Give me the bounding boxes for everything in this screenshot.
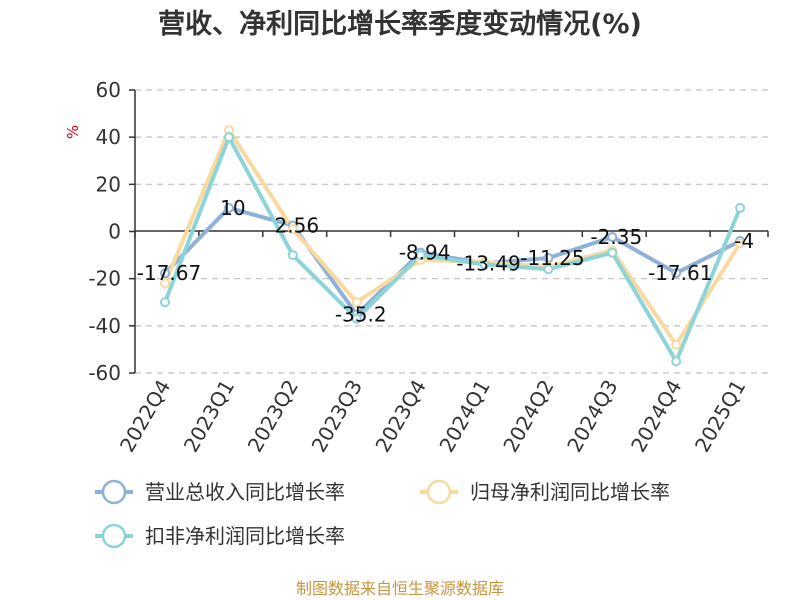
x-tick-label: 2025Q1 <box>690 376 750 457</box>
data-label: -35.2 <box>335 303 387 327</box>
legend-label-0: 营业总收入同比增长率 <box>145 480 345 504</box>
series-point-2 <box>160 297 170 308</box>
series-point-0 <box>160 268 170 279</box>
x-tick-label: 2024Q3 <box>562 376 622 457</box>
series-point-0 <box>607 232 618 243</box>
x-tick-label: 2023Q2 <box>243 376 303 457</box>
x-tick-label: 2022Q4 <box>115 376 175 457</box>
y-tick-label: -40 <box>88 314 121 338</box>
y-tick-label: -20 <box>88 267 121 291</box>
legend-marker-2 <box>101 523 127 549</box>
legend-marker-0 <box>101 479 127 505</box>
y-tick-label: 0 <box>108 220 121 244</box>
legend-marker-1 <box>426 479 452 505</box>
series-point-0 <box>223 202 234 213</box>
series-layer <box>160 125 746 367</box>
series-line-1 <box>163 128 743 347</box>
series-point-1 <box>671 339 682 350</box>
legend-label-1: 归母净利润同比增长率 <box>470 480 670 504</box>
series-point-2 <box>223 132 234 143</box>
series-line-2 <box>163 135 743 364</box>
x-tick-label: 2023Q3 <box>307 376 367 457</box>
x-tick-label: 2024Q2 <box>498 376 558 457</box>
series-point-2 <box>671 356 682 367</box>
y-tick-label: 40 <box>96 125 121 149</box>
data-label: -17.61 <box>648 261 712 285</box>
series-point-2 <box>351 313 362 324</box>
series-point-2 <box>543 264 554 275</box>
x-tick-label: 2023Q4 <box>370 376 430 457</box>
series-point-1 <box>287 224 298 235</box>
source-note: 制图数据来自恒生聚源数据库 <box>296 579 504 598</box>
data-label: -4 <box>734 229 754 253</box>
y-tick-label: 60 <box>96 78 121 102</box>
series-point-1 <box>735 238 746 249</box>
y-tick-label: 20 <box>96 172 121 196</box>
data-label: -17.67 <box>137 261 201 285</box>
data-label: 10 <box>220 196 245 220</box>
x-tick-label: 2023Q1 <box>179 376 239 457</box>
series-point-2 <box>479 259 490 270</box>
y-axis-unit: % <box>64 125 82 139</box>
data-label: -11.25 <box>520 246 584 270</box>
series-point-2 <box>287 250 298 261</box>
y-tick-label: -60 <box>88 361 121 385</box>
x-tick-label: 2024Q4 <box>626 376 686 457</box>
chart-title: 营收、净利同比增长率季度变动情况(%) <box>158 8 642 40</box>
series-point-1 <box>351 297 362 308</box>
series-point-2 <box>415 250 426 261</box>
series-point-2 <box>607 247 618 258</box>
data-label: -2.35 <box>590 225 642 249</box>
data-label: -8.94 <box>399 241 451 265</box>
data-label: 2.56 <box>275 213 320 237</box>
legend-label-2: 扣非净利润同比增长率 <box>145 524 345 548</box>
series-point-0 <box>671 268 682 279</box>
series-point-1 <box>160 278 170 289</box>
data-label: -13.49 <box>456 251 520 275</box>
series-point-2 <box>735 202 746 213</box>
x-tick-label: 2024Q1 <box>434 376 494 457</box>
